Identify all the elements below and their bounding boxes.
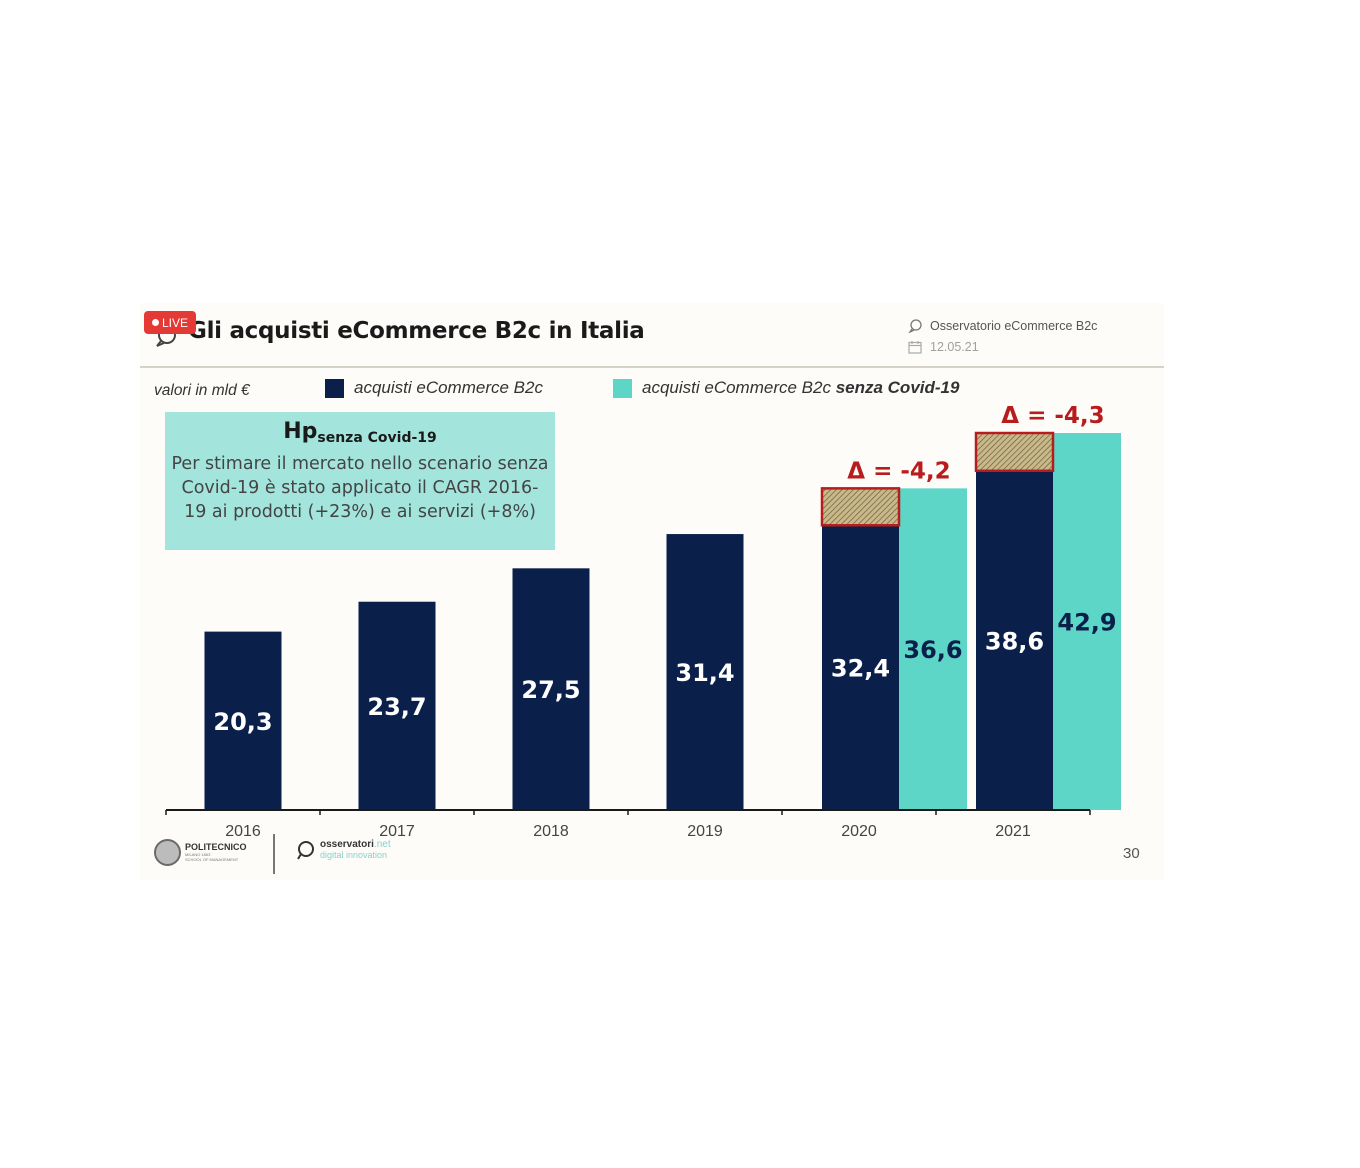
osservatori-name-suffix: .net (373, 839, 391, 850)
bar-2016 (204, 631, 282, 810)
delta-box-2021 (974, 431, 1055, 473)
legend-item-series2: acquisti eCommerce B2c senza Covid-19 (613, 378, 959, 398)
units-label: valori in mld € (154, 382, 250, 399)
live-label: LIVE (161, 315, 188, 330)
bar-senza-covid-label-2021: 42,9 (1057, 609, 1116, 637)
osservatori-icon (297, 841, 314, 860)
live-badge: LIVE (144, 311, 196, 334)
politecnico-sub2: SCHOOL OF MANAGEMENT (185, 857, 239, 862)
speech-bubble-icon (908, 318, 922, 333)
bar-2018 (512, 568, 590, 810)
live-dot-icon (151, 319, 159, 326)
bar-2021 (976, 470, 1053, 810)
bar-senza-covid-label-2020: 36,6 (903, 636, 962, 664)
delta-box-2020 (820, 487, 901, 527)
hypothesis-text: Per stimare il mercato nello scenario se… (171, 454, 549, 522)
bar-label-2017: 23,7 (367, 693, 426, 721)
hypothesis-title-main: Hp (283, 419, 318, 444)
slide-title: Gli acquisti eCommerce B2c in Italia (188, 318, 645, 344)
bar-2017 (358, 601, 436, 810)
bar-label-2018: 27,5 (521, 676, 580, 704)
politecnico-name: POLITECNICO (185, 842, 247, 852)
x-tick-label-2021: 2021 (995, 823, 1031, 840)
x-tick-label-2020: 2020 (841, 823, 877, 840)
osservatori-sub: digital innovation (320, 850, 388, 860)
osservatori-name-main: osservatori (320, 839, 374, 850)
bar-label-2019: 31,4 (675, 659, 734, 687)
bar-chart: 20,3 23,7 27,5 31,4 32,4 36,6 Δ = -4,2 38,6 42,9… (165, 403, 1121, 840)
x-tick-label-2018: 2018 (533, 823, 569, 840)
legend-label-series1: acquisti eCommerce B2c (354, 378, 543, 397)
bar-senza-covid-2021 (1053, 433, 1121, 810)
source-label: Osservatorio eCommerce B2c (930, 318, 1098, 333)
hypothesis-title-sub: senza Covid-19 (317, 430, 437, 446)
footer-divider (273, 834, 275, 874)
source-row: Osservatorio eCommerce B2c (908, 315, 1097, 336)
legend-item-series1: acquisti eCommerce B2c (325, 378, 543, 398)
delta-label-2020: Δ = -4,2 (847, 458, 950, 484)
legend-swatch-teal (613, 378, 632, 398)
hypothesis-box: Hpsenza Covid-19 Per stimare il mercato … (165, 412, 555, 550)
date-row: 12.05.21 (908, 336, 1097, 357)
bar-2019 (666, 534, 744, 810)
date-label: 12.05.21 (930, 339, 979, 354)
bar-label-2020: 32,4 (831, 655, 890, 683)
calendar-icon (908, 340, 922, 354)
page-number: 30 (1123, 845, 1140, 862)
bar-2020 (822, 525, 899, 810)
osservatori-logo: osservatori.net digital innovation (295, 840, 391, 860)
x-tick-label-2017: 2017 (379, 823, 415, 840)
legend-label-series2-prefix: acquisti eCommerce B2c (642, 378, 836, 397)
politecnico-logo: POLITECNICO MILANO 1863 SCHOOL OF MANAGE… (154, 839, 247, 866)
delta-label-2021: Δ = -4,3 (1001, 403, 1104, 429)
university-seal-icon (154, 839, 181, 866)
slide: 20,3 23,7 27,5 31,4 32,4 36,6 Δ = -4,2 38,6 42,9… (140, 303, 1164, 880)
hypothesis-title: Hpsenza Covid-19 (165, 420, 555, 450)
osservatori-name: osservatori.net (320, 840, 391, 850)
slide-header: Gli acquisti eCommerce B2c in Italia LIV… (140, 303, 1164, 368)
x-tick-label-2016: 2016 (225, 823, 261, 840)
x-tick-label-2019: 2019 (687, 823, 723, 840)
slide-meta: Osservatorio eCommerce B2c 12.05.21 (908, 315, 1097, 357)
legend-swatch-navy (325, 378, 344, 398)
bar-label-2016: 20,3 (213, 708, 272, 736)
politecnico-sub: MILANO 1863 (185, 852, 211, 857)
bar-senza-covid-2020 (899, 488, 967, 810)
legend-label-series2-bold: senza Covid-19 (835, 378, 960, 397)
legend-label-series2: acquisti eCommerce B2c senza Covid-19 (642, 378, 959, 398)
header-divider (140, 366, 1164, 368)
bar-label-2021: 38,6 (985, 627, 1044, 655)
